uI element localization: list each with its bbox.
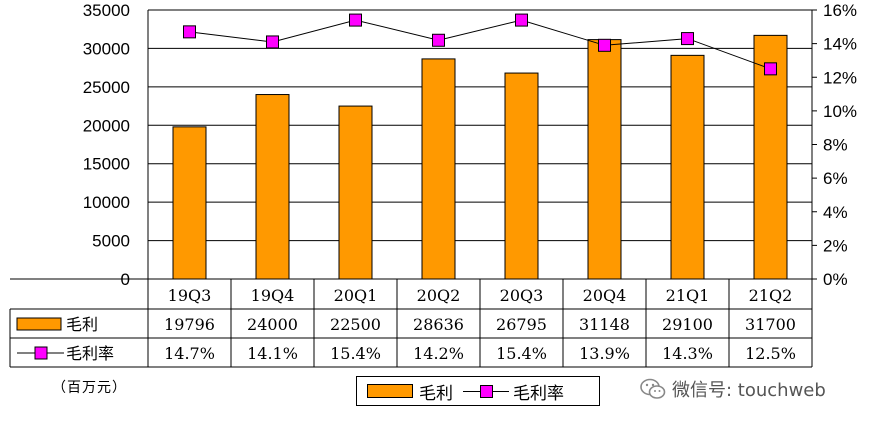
table-cell: 31700: [745, 315, 796, 334]
y-right-tick-label: 2%: [823, 236, 848, 255]
rate-marker: [598, 38, 611, 52]
x-tick-label: 19Q3: [168, 286, 212, 305]
table-row-label: 毛利率: [66, 344, 114, 363]
table-cell: 14.2%: [413, 344, 464, 363]
x-tick-label: 19Q4: [251, 286, 295, 305]
y-right-tick-label: 14%: [823, 35, 857, 54]
rate-marker: [432, 33, 445, 47]
table-cell: 14.7%: [164, 344, 215, 363]
bar: [587, 39, 622, 280]
table-cell: 26795: [496, 315, 547, 334]
rate-marker: [764, 62, 777, 76]
y-left-tick-label: 20000: [83, 116, 130, 135]
rate-marker: [349, 13, 362, 27]
table-cell: 14.3%: [662, 344, 713, 363]
y-right-tick-label: 12%: [823, 68, 857, 87]
y-left-tick-label: 15000: [83, 155, 130, 174]
legend-bar-swatch: [367, 384, 413, 398]
y-right-tick-label: 16%: [823, 1, 857, 20]
x-tick-label: 20Q1: [334, 286, 378, 305]
y-left-tick-label: 35000: [83, 1, 130, 20]
legend-marker-icon: [480, 385, 493, 398]
x-tick-label: 20Q2: [417, 286, 461, 305]
table-row-label: 毛利: [66, 315, 98, 334]
bar: [753, 34, 788, 280]
legend-line-swatch: [463, 385, 509, 398]
legend-line-label: 毛利率: [513, 383, 564, 404]
watermark-text: 微信号: touchweb: [672, 380, 826, 401]
x-tick-label: 21Q2: [749, 286, 793, 305]
x-tick-label: 20Q4: [583, 286, 627, 305]
table-cell: 12.5%: [745, 344, 796, 363]
y-right-tick-label: 0%: [823, 270, 848, 289]
y-right-tick-label: 10%: [823, 102, 857, 121]
y-left-tick-label: 25000: [83, 78, 130, 97]
legend: 毛利 毛利率: [356, 376, 600, 406]
rate-marker: [515, 13, 528, 27]
rate-marker: [681, 32, 694, 46]
bar: [670, 54, 705, 280]
bar: [421, 58, 456, 280]
y-left-tick-label: 10000: [83, 193, 130, 212]
legend-bar-label: 毛利: [419, 383, 453, 404]
y-left-tick-label: 30000: [83, 39, 130, 58]
table-bar-swatch: [16, 317, 62, 331]
wechat-icon: [640, 378, 666, 399]
table-cell: 14.1%: [247, 344, 298, 363]
y-right-tick-label: 8%: [823, 136, 848, 155]
table-cell: 22500: [330, 315, 381, 334]
table-cell: 13.9%: [579, 344, 630, 363]
bar: [338, 105, 373, 280]
table-cell: 28636: [413, 315, 464, 334]
watermark: 微信号: touchweb: [640, 376, 826, 402]
unit-note: （百万元）: [52, 380, 127, 396]
table-cell: 15.4%: [330, 344, 381, 363]
table-cell: 19796: [164, 315, 215, 334]
rate-marker: [183, 25, 196, 39]
table-cell: 31148: [579, 315, 630, 334]
bar: [255, 94, 290, 280]
table-cell: 24000: [247, 315, 298, 334]
y-right-tick-label: 4%: [823, 203, 848, 222]
x-tick-label: 21Q1: [666, 286, 710, 305]
bar: [172, 126, 207, 280]
rate-line: [189, 19, 771, 70]
y-left-tick-label: 5000: [92, 232, 130, 251]
y-right-tick-label: 6%: [823, 169, 848, 188]
table-cell: 15.4%: [496, 344, 547, 363]
bar: [504, 72, 539, 280]
table-cell: 29100: [662, 315, 713, 334]
x-tick-label: 20Q3: [500, 286, 544, 305]
table-marker-swatch: [34, 346, 48, 360]
rate-marker: [266, 35, 279, 49]
